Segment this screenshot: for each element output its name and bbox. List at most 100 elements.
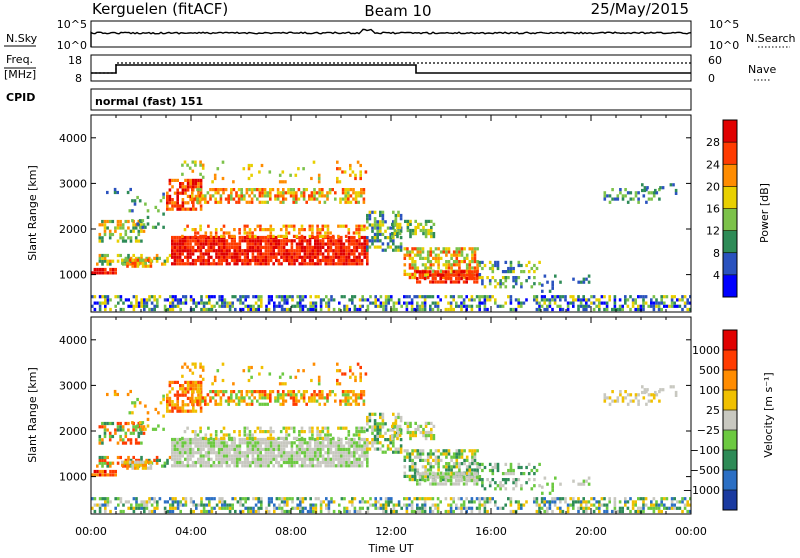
power-cell	[392, 211, 395, 214]
velocity-cell	[176, 445, 179, 448]
velocity-cell	[502, 484, 505, 487]
power-cell	[364, 298, 367, 301]
power-cell	[572, 302, 575, 305]
power-cell	[94, 271, 97, 274]
power-cell	[554, 298, 557, 301]
velocity-cell	[288, 441, 291, 444]
velocity-cell	[174, 507, 177, 510]
velocity-cell	[544, 477, 547, 480]
power-cell	[210, 246, 213, 249]
velocity-cell	[387, 429, 390, 432]
power-cell	[666, 305, 669, 308]
velocity-cell	[241, 441, 244, 444]
velocity-cell	[425, 434, 428, 437]
power-cell	[397, 249, 400, 252]
velocity-cell	[184, 451, 187, 454]
power-cell	[328, 302, 331, 305]
velocity-cell	[322, 441, 325, 444]
velocity-cell	[254, 451, 257, 454]
velocity-cell	[427, 456, 430, 459]
power-cell	[663, 295, 666, 298]
power-cell	[199, 228, 202, 231]
power-cell	[569, 295, 572, 298]
velocity-cell	[211, 497, 214, 500]
velocity-cell	[311, 451, 314, 454]
power-cell	[311, 249, 314, 252]
power-cell	[366, 249, 369, 252]
velocity-cell	[484, 507, 487, 510]
power-cell	[425, 229, 428, 232]
power-cell	[416, 277, 419, 280]
velocity-cell	[590, 504, 593, 507]
power-cell	[249, 235, 252, 238]
velocity-cell	[196, 400, 199, 403]
power-cell	[379, 223, 382, 226]
power-cell	[283, 225, 286, 228]
velocity-cell	[343, 510, 346, 513]
power-cell	[361, 228, 364, 231]
power-cell	[348, 239, 351, 242]
power-cell	[363, 243, 366, 246]
power-cell	[406, 308, 409, 311]
velocity-cell	[254, 445, 257, 448]
velocity-cell	[166, 406, 169, 409]
velocity-cell	[301, 451, 304, 454]
power-cell	[598, 302, 601, 305]
power-cell	[425, 223, 428, 226]
power-cell	[653, 308, 656, 311]
velocity-cell	[171, 445, 174, 448]
power-cell	[318, 180, 321, 183]
power-cell	[468, 298, 471, 301]
power-cell	[109, 230, 112, 233]
velocity-cell	[512, 472, 515, 475]
power-cell	[223, 225, 226, 228]
power-cell	[169, 188, 172, 191]
power-cell	[407, 226, 410, 229]
velocity-cell	[282, 382, 285, 385]
velocity-cell	[283, 458, 286, 461]
velocity-cell	[432, 482, 435, 485]
velocity-cell	[400, 416, 403, 419]
velocity-cell	[473, 479, 476, 482]
power-cell	[387, 236, 390, 239]
velocity-cell	[205, 461, 208, 464]
velocity-cell	[603, 510, 606, 513]
power-cell	[395, 249, 398, 252]
velocity-cell	[239, 454, 242, 457]
velocity-cell	[192, 504, 195, 507]
velocity-cell	[202, 378, 205, 381]
velocity-cell	[450, 459, 453, 462]
power-cell	[207, 239, 210, 242]
power-cell	[339, 167, 342, 170]
velocity-cell	[486, 478, 489, 481]
power-cell	[309, 305, 312, 308]
nsky-right-tick-top: 10^5	[709, 18, 739, 31]
power-cell	[114, 295, 117, 298]
power-cell	[421, 270, 424, 273]
velocity-cell	[366, 429, 369, 432]
velocity-cell	[270, 461, 273, 464]
velocity-cell	[133, 507, 136, 510]
velocity-cell	[119, 425, 122, 428]
velocity-cell	[301, 448, 304, 451]
power-cell	[233, 243, 236, 246]
power-cell	[425, 232, 428, 235]
power-cell	[430, 247, 433, 250]
power-cell	[248, 188, 251, 191]
velocity-cell	[285, 461, 288, 464]
power-cell	[448, 266, 451, 269]
velocity-cell	[215, 441, 218, 444]
power-cell	[345, 252, 348, 255]
power-cell	[174, 252, 177, 255]
velocity-cell	[559, 483, 562, 486]
power-cell	[443, 247, 446, 250]
power-cell	[239, 298, 242, 301]
velocity-cell	[348, 454, 351, 457]
velocity-cell	[484, 500, 487, 503]
power-cell	[155, 226, 158, 229]
velocity-cell	[321, 390, 324, 393]
power-cell	[244, 236, 247, 239]
power-cell	[518, 276, 521, 279]
velocity-cell	[261, 366, 264, 369]
velocity-cell	[259, 451, 262, 454]
